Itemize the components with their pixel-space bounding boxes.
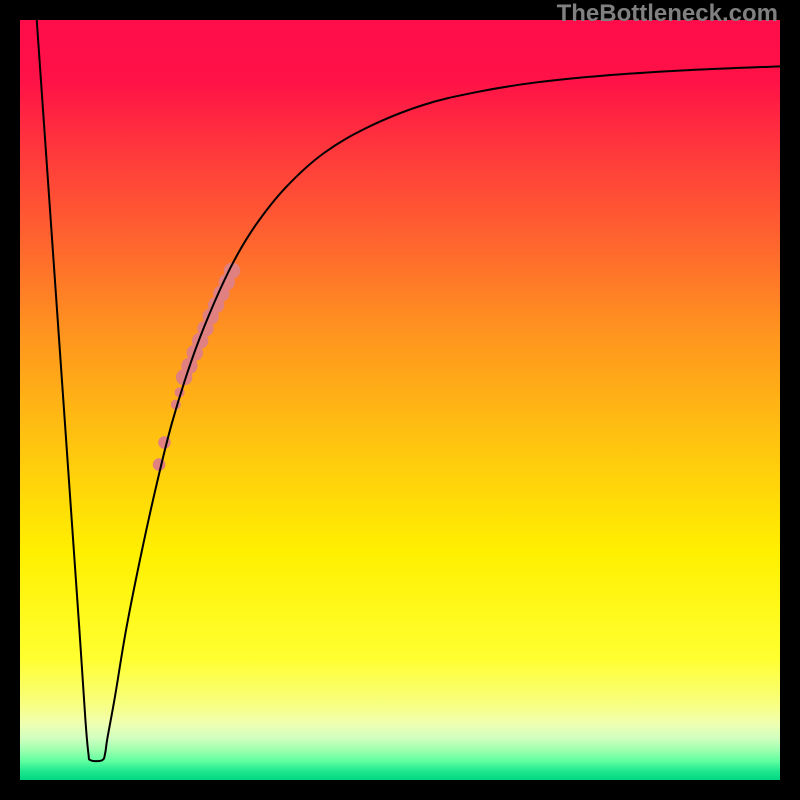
curve-marker: [153, 458, 166, 471]
watermark-text: TheBottleneck.com: [557, 0, 778, 28]
bottleneck-chart: TheBottleneck.com: [0, 0, 800, 800]
plot-background: [20, 20, 780, 780]
chart-svg: [0, 0, 800, 800]
